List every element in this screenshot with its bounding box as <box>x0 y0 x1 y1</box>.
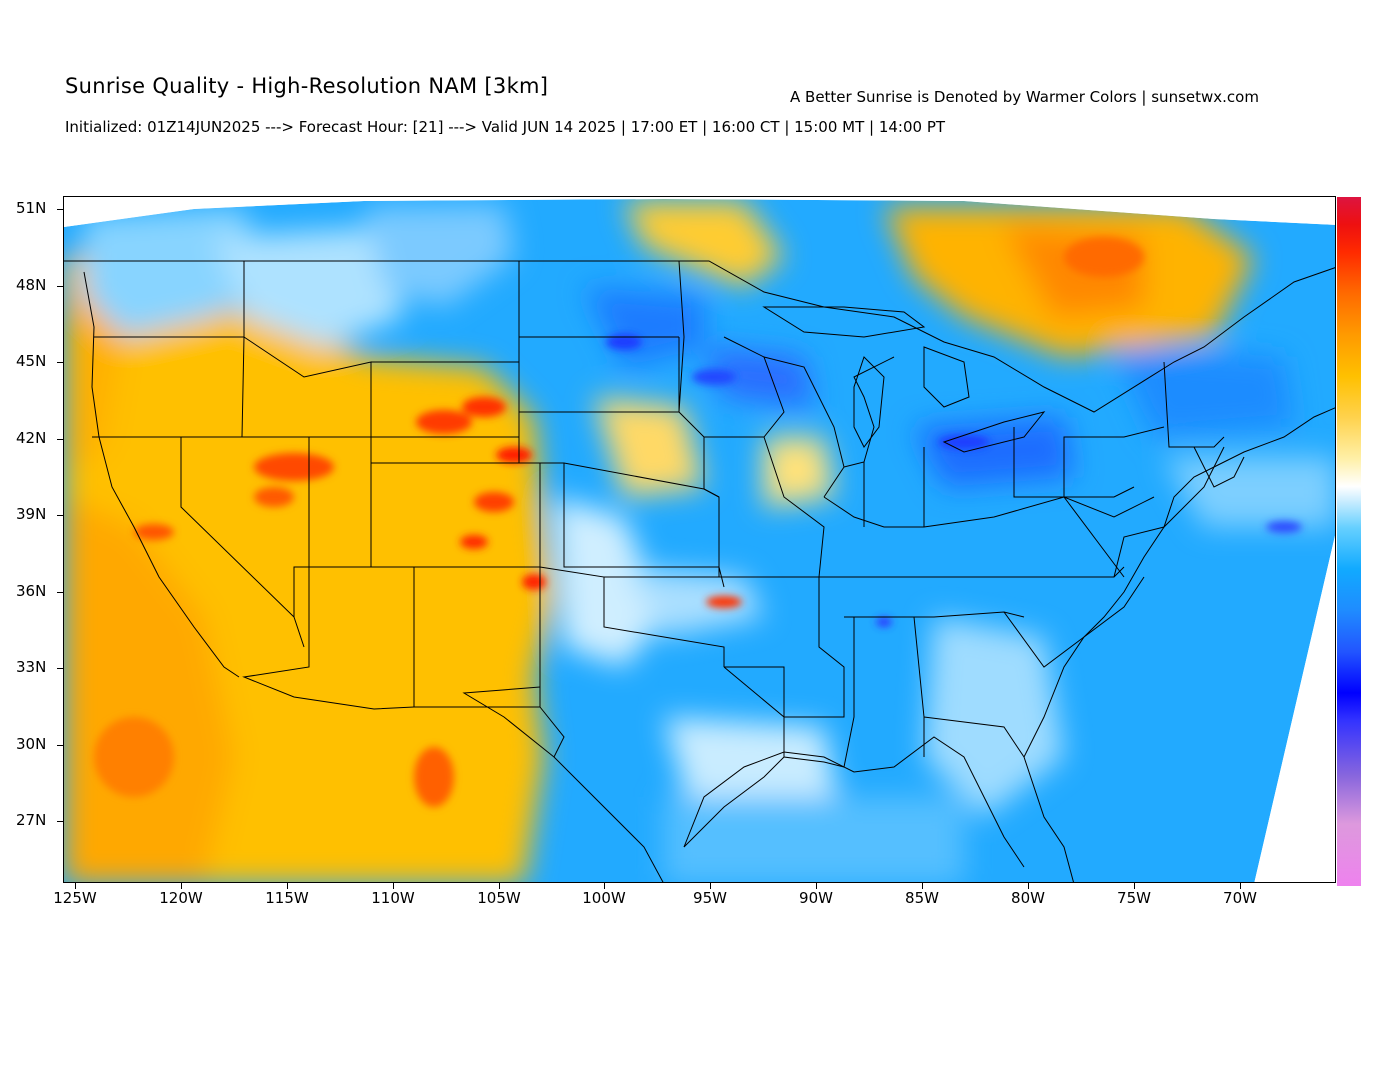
map-canvas <box>64 197 1335 882</box>
lon-label-120w: 120W <box>159 889 203 907</box>
lat-label-42n: 42N <box>16 429 47 447</box>
map-title: Sunrise Quality - High-Resolution NAM [3… <box>65 74 549 98</box>
credit-text: A Better Sunrise is Denoted by Warmer Co… <box>790 88 1259 106</box>
lon-tick <box>1240 883 1241 889</box>
lon-label-125w: 125W <box>53 889 97 907</box>
lat-tick <box>57 668 63 669</box>
lon-label-105w: 105W <box>477 889 521 907</box>
lon-tick <box>75 883 76 889</box>
lon-label-95w: 95W <box>693 889 727 907</box>
lon-tick <box>181 883 182 889</box>
color-scale-bar <box>1337 197 1361 886</box>
lon-label-75w: 75W <box>1117 889 1151 907</box>
lon-tick <box>816 883 817 889</box>
lon-tick <box>922 883 923 889</box>
lon-label-100w: 100W <box>582 889 626 907</box>
forecast-subtitle: Initialized: 01Z14JUN2025 ---> Forecast … <box>65 118 946 136</box>
lat-label-36n: 36N <box>16 582 47 600</box>
lat-label-48n: 48N <box>16 276 47 294</box>
lat-label-45n: 45N <box>16 352 47 370</box>
lon-tick <box>393 883 394 889</box>
lon-label-80w: 80W <box>1011 889 1045 907</box>
lat-label-30n: 30N <box>16 735 47 753</box>
lon-tick <box>287 883 288 889</box>
lon-label-70w: 70W <box>1223 889 1257 907</box>
forecast-map[interactable] <box>63 196 1336 883</box>
lon-label-85w: 85W <box>905 889 939 907</box>
lon-label-110w: 110W <box>371 889 415 907</box>
lon-label-115w: 115W <box>265 889 309 907</box>
lat-tick <box>57 209 63 210</box>
lat-tick <box>57 592 63 593</box>
lat-tick <box>57 745 63 746</box>
lat-tick <box>57 821 63 822</box>
lat-tick <box>57 286 63 287</box>
lat-tick <box>57 515 63 516</box>
lon-label-90w: 90W <box>799 889 833 907</box>
lat-tick <box>57 439 63 440</box>
lon-tick <box>499 883 500 889</box>
lat-tick <box>57 362 63 363</box>
lon-tick <box>604 883 605 889</box>
lon-tick <box>1028 883 1029 889</box>
lat-label-33n: 33N <box>16 658 47 676</box>
lon-tick <box>1134 883 1135 889</box>
lat-label-51n: 51N <box>16 199 47 217</box>
lat-label-39n: 39N <box>16 505 47 523</box>
lat-label-27n: 27N <box>16 811 47 829</box>
lon-tick <box>710 883 711 889</box>
